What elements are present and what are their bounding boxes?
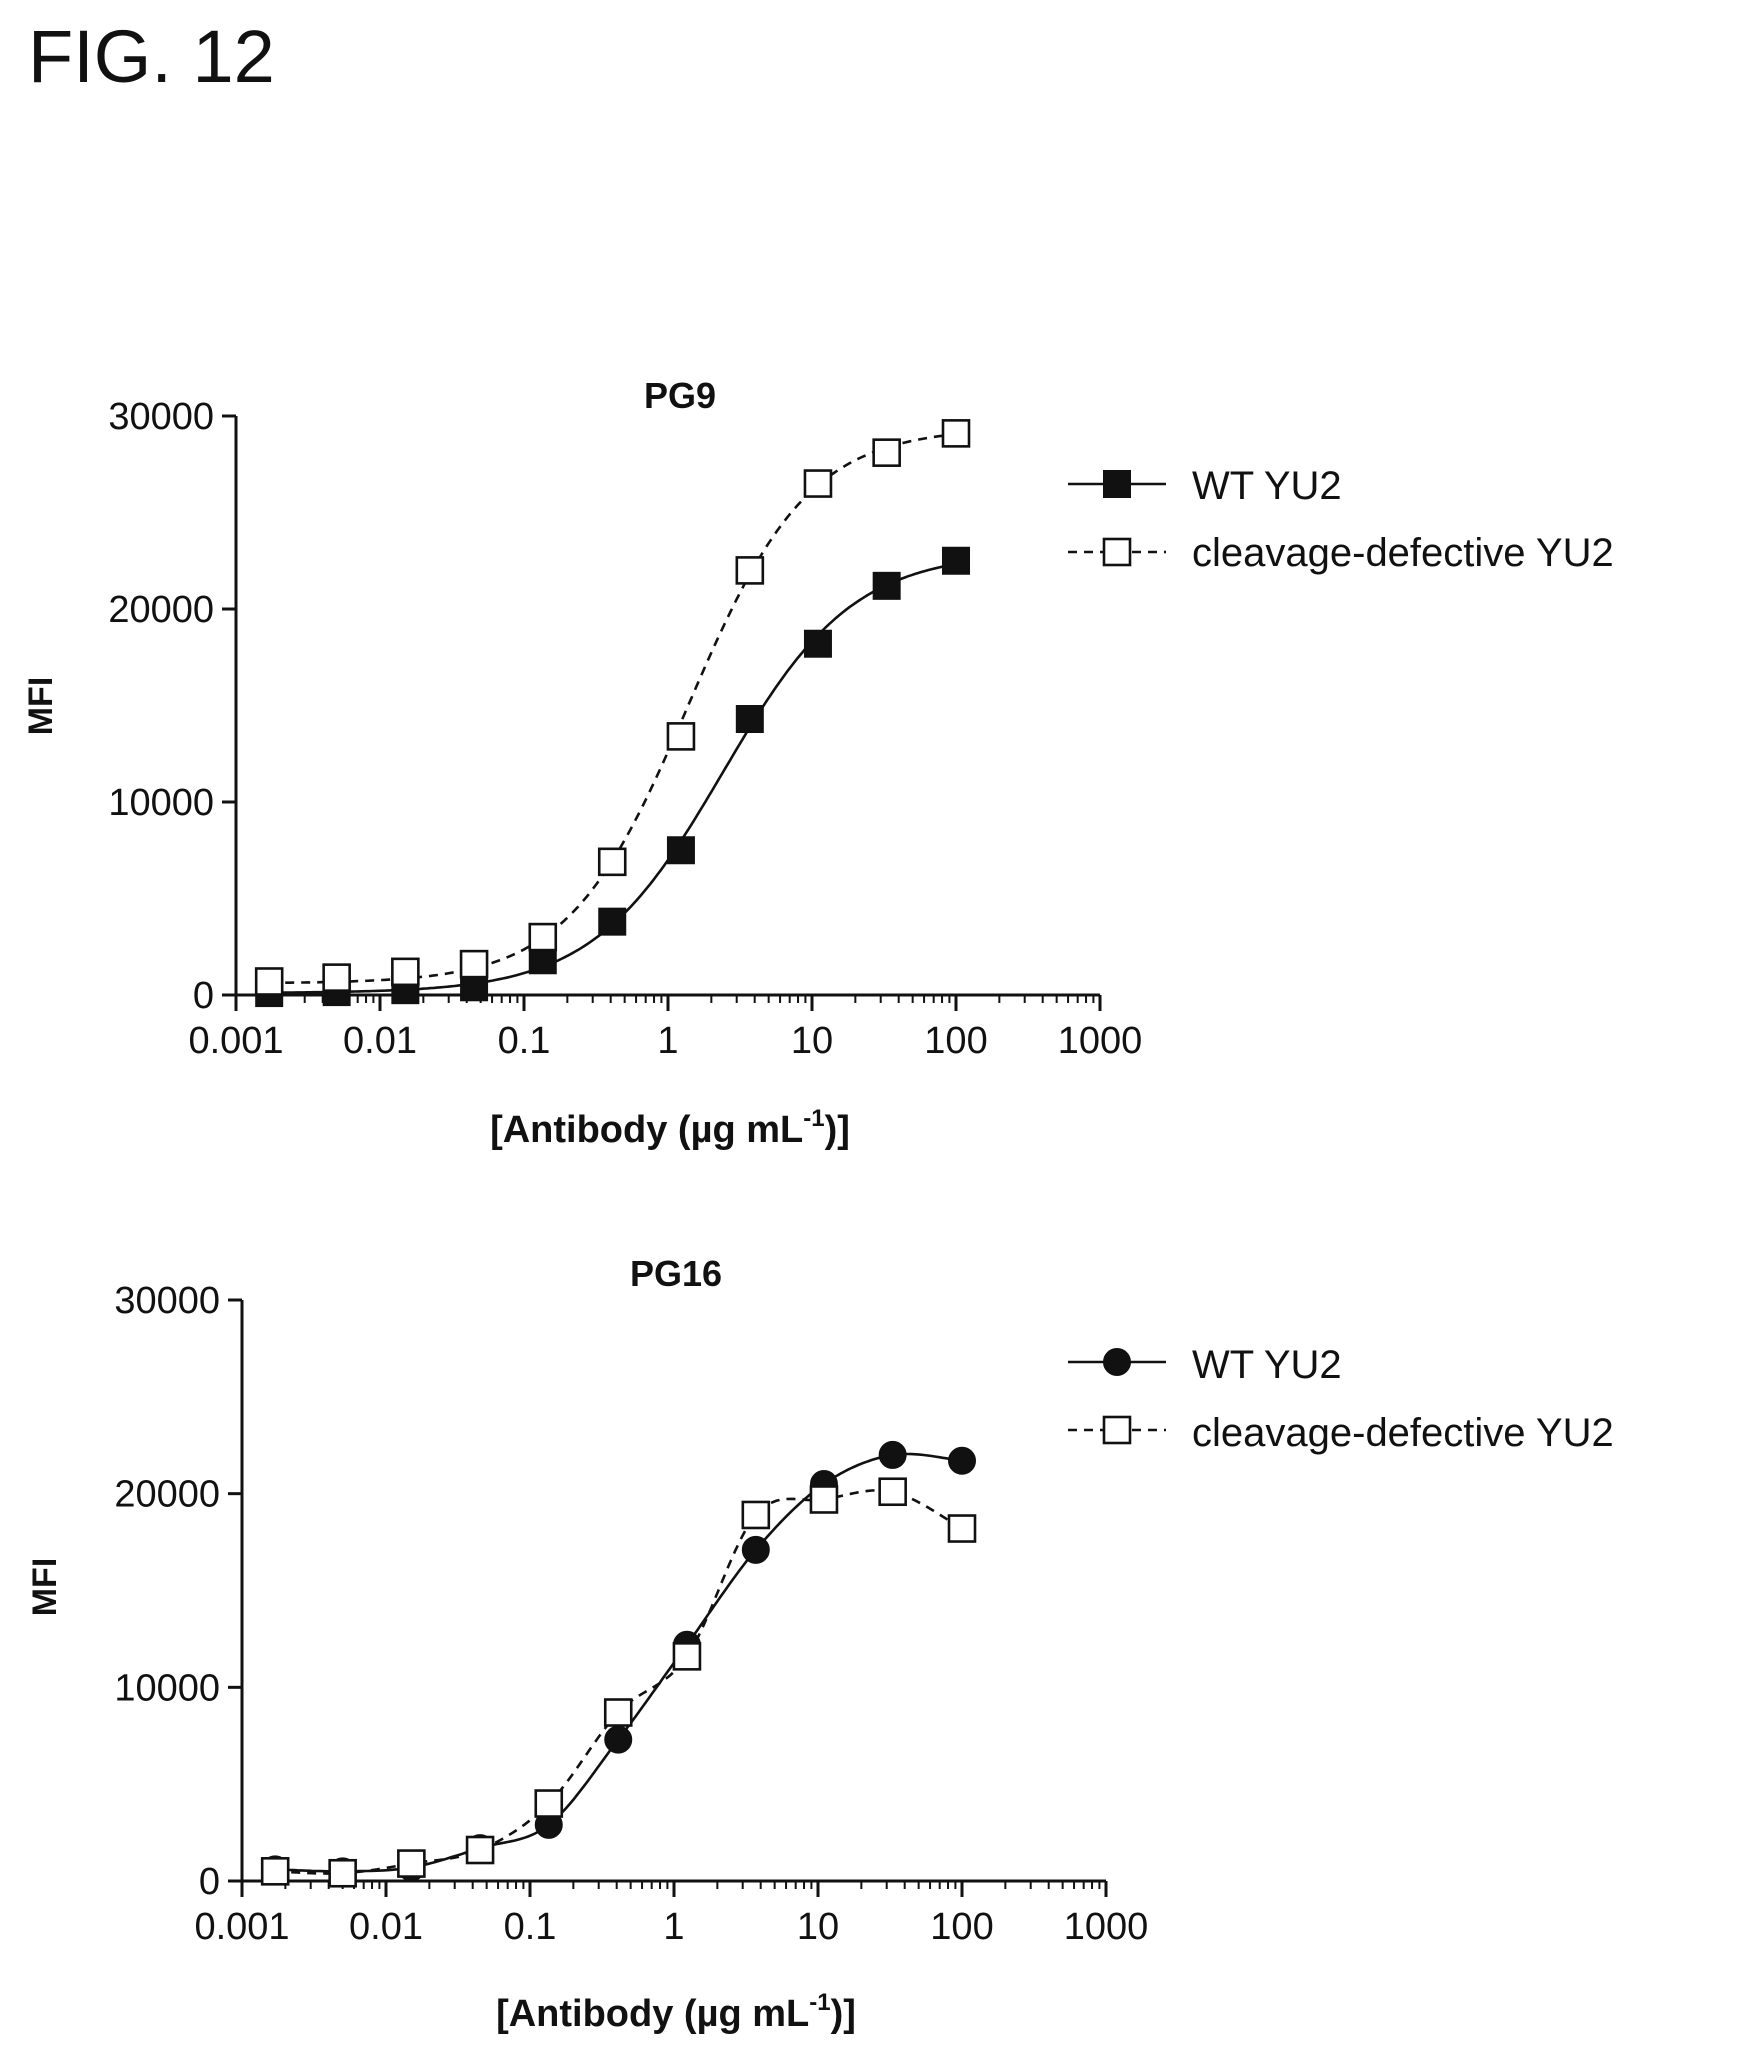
y-tick-label: 30000 [114, 1280, 220, 1322]
data-point [735, 556, 765, 585]
data-point [397, 1849, 426, 1878]
legend-label-cleavage-defective: cleavage-defective YU2 [1192, 1411, 1614, 1455]
data-point [672, 1642, 702, 1671]
pg9-panel: PG9 MFI [Antibody (µg mL-1)] WT YU2 clea… [22, 375, 1614, 1151]
x-axis-label-sup: -1 [809, 1989, 830, 2016]
legend-marker [1103, 470, 1131, 498]
legend-label-wt: WT YU2 [1192, 1343, 1342, 1387]
y-axis-label: MFI [26, 1558, 64, 1617]
data-point [741, 1535, 770, 1564]
legend-marker [1102, 537, 1132, 567]
data-point [878, 1477, 907, 1507]
x-tick-label: 0.1 [504, 1906, 557, 1948]
legend-marker [1103, 1348, 1131, 1376]
data-point [735, 705, 764, 734]
y-tick-label: 20000 [114, 1474, 220, 1516]
x-tick-label: 1 [657, 1020, 678, 1062]
data-point [260, 1857, 290, 1886]
figure-label: FIG. 12 [28, 15, 275, 98]
data-point [947, 1514, 977, 1543]
data-point [603, 1698, 633, 1727]
x-tick-label: 10 [791, 1020, 833, 1062]
data-point [254, 967, 284, 996]
legend-marker [1102, 1415, 1132, 1445]
x-tick-label: 100 [924, 1020, 987, 1062]
data-point [872, 438, 901, 467]
data-point [604, 1725, 633, 1754]
series-line [269, 432, 957, 985]
data-point [948, 1446, 976, 1475]
data-point [391, 957, 420, 987]
series-line [275, 1452, 963, 1873]
data-point [465, 1835, 495, 1865]
data-point [809, 1485, 839, 1514]
data-point [534, 1789, 564, 1818]
x-tick-label: 1 [663, 1906, 684, 1948]
x-axis-label-tail: )] [831, 1993, 856, 2035]
legend-label-wt: WT YU2 [1192, 464, 1342, 508]
data-point [878, 1440, 907, 1469]
data-point [803, 629, 832, 658]
y-tick-label: 0 [193, 975, 214, 1017]
x-tick-label: 100 [930, 1906, 993, 1948]
x-tick-label: 0.01 [349, 1906, 423, 1948]
data-point [598, 907, 627, 936]
series-line [275, 1488, 963, 1875]
x-axis-label-main: [Antibody (µg mL [496, 1993, 809, 2035]
y-tick-label: 10000 [114, 1667, 220, 1709]
pg16-panel: PG16 MFI [Antibody (µg mL-1)] WT YU2 cle… [26, 1253, 1614, 2035]
chart-title: PG9 [644, 375, 716, 416]
y-tick-label: 30000 [108, 396, 214, 438]
data-point [941, 419, 971, 448]
data-point [322, 963, 351, 992]
data-point [597, 847, 627, 877]
legend-label-cleavage-defective: cleavage-defective YU2 [1192, 531, 1614, 575]
chart-title: PG16 [630, 1253, 722, 1294]
x-axis-label-main: [Antibody (µg mL [490, 1109, 803, 1151]
x-axis-label-tail: )] [825, 1109, 850, 1151]
data-point [528, 922, 558, 952]
y-tick-label: 20000 [108, 589, 214, 631]
data-point [872, 571, 901, 600]
data-point [460, 973, 489, 1002]
x-tick-label: 1000 [1064, 1906, 1149, 1948]
x-axis-label-sup: -1 [803, 1105, 824, 1132]
y-tick-label: 0 [199, 1861, 220, 1903]
x-tick-label: 0.001 [188, 1020, 283, 1062]
x-tick-label: 0.01 [343, 1020, 417, 1062]
y-tick-label: 10000 [108, 782, 214, 824]
data-point [741, 1500, 771, 1530]
data-point [803, 469, 833, 498]
data-point [328, 1858, 357, 1888]
x-tick-label: 0.1 [498, 1020, 551, 1062]
y-axis-label: MFI [22, 677, 60, 736]
x-tick-label: 0.001 [194, 1906, 289, 1948]
data-point [666, 722, 696, 751]
data-point [666, 836, 695, 865]
x-axis-label: [Antibody (µg mL-1)] [496, 1989, 856, 2035]
x-tick-label: 10 [797, 1906, 839, 1948]
x-tick-label: 1000 [1058, 1020, 1143, 1062]
x-axis-label: [Antibody (µg mL-1)] [490, 1105, 850, 1151]
data-point [942, 546, 970, 575]
data-point [459, 949, 489, 979]
